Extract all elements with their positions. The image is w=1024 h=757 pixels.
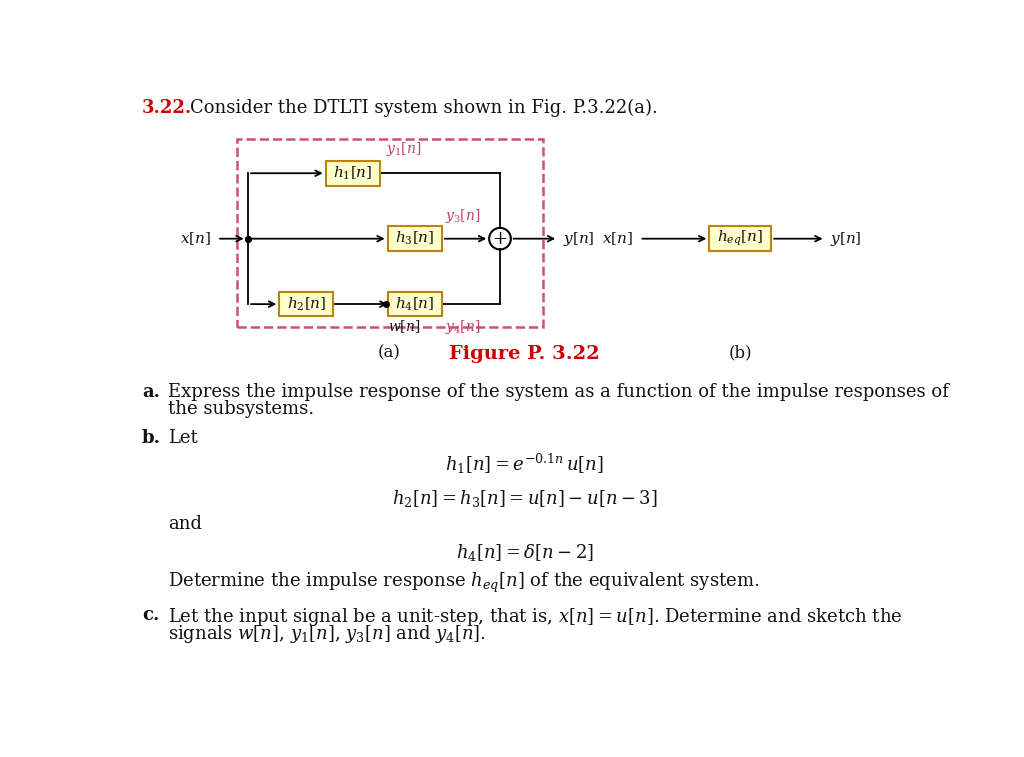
FancyBboxPatch shape bbox=[388, 291, 442, 316]
Text: $x[n]$: $x[n]$ bbox=[602, 230, 633, 247]
Text: $y[n]$: $y[n]$ bbox=[830, 229, 862, 248]
Text: $y[n]$: $y[n]$ bbox=[563, 229, 594, 248]
Text: $x[n]$: $x[n]$ bbox=[180, 230, 211, 247]
Text: $h_1[n] = e^{-0.1n}\, u[n]$: $h_1[n] = e^{-0.1n}\, u[n]$ bbox=[445, 452, 604, 476]
Text: $h_3[n]$: $h_3[n]$ bbox=[395, 230, 434, 248]
Text: $h_2[n] = h_3[n] = u[n] - u[n-3]$: $h_2[n] = h_3[n] = u[n] - u[n-3]$ bbox=[392, 488, 657, 509]
Text: Consider the DTLTI system shown in Fig. P.3.22(a).: Consider the DTLTI system shown in Fig. … bbox=[190, 98, 657, 117]
Text: c.: c. bbox=[142, 606, 160, 624]
Text: Express the impulse response of the system as a function of the impulse response: Express the impulse response of the syst… bbox=[168, 383, 949, 400]
Text: $h_4[n]$: $h_4[n]$ bbox=[395, 295, 434, 313]
Text: Figure P. 3.22: Figure P. 3.22 bbox=[450, 345, 600, 363]
Text: Let the input signal be a unit-step, that is, $x[n] = u[n]$. Determine and sketc: Let the input signal be a unit-step, tha… bbox=[168, 606, 903, 628]
Text: $y_1[n]$: $y_1[n]$ bbox=[386, 140, 422, 157]
Text: b.: b. bbox=[142, 429, 161, 447]
FancyBboxPatch shape bbox=[280, 291, 334, 316]
Text: Determine the impulse response $h_{eq}[n]$ of the equivalent system.: Determine the impulse response $h_{eq}[n… bbox=[168, 571, 760, 595]
Text: (b): (b) bbox=[728, 344, 752, 361]
Bar bbox=[237, 139, 543, 327]
Text: the subsystems.: the subsystems. bbox=[168, 400, 314, 418]
Text: $w[n]$: $w[n]$ bbox=[388, 318, 420, 335]
Text: and: and bbox=[168, 515, 203, 533]
Text: $h_2[n]$: $h_2[n]$ bbox=[287, 295, 326, 313]
Text: $h_1[n]$: $h_1[n]$ bbox=[333, 164, 373, 182]
FancyBboxPatch shape bbox=[326, 161, 380, 185]
Text: (a): (a) bbox=[378, 344, 400, 361]
FancyBboxPatch shape bbox=[388, 226, 442, 251]
Text: $h_4[n] = \delta[n-2]$: $h_4[n] = \delta[n-2]$ bbox=[456, 541, 594, 562]
Text: a.: a. bbox=[142, 383, 160, 400]
FancyBboxPatch shape bbox=[710, 226, 771, 251]
Text: Let: Let bbox=[168, 429, 198, 447]
Text: 3.22.: 3.22. bbox=[142, 98, 193, 117]
Text: $h_{eq}[n]$: $h_{eq}[n]$ bbox=[718, 229, 763, 248]
Text: signals $w[n]$, $y_1[n]$, $y_3[n]$ and $y_4[n]$.: signals $w[n]$, $y_1[n]$, $y_3[n]$ and $… bbox=[168, 623, 486, 645]
Text: $y_4[n]$: $y_4[n]$ bbox=[445, 318, 480, 336]
Text: $y_3[n]$: $y_3[n]$ bbox=[445, 207, 480, 225]
Text: +: + bbox=[493, 229, 508, 248]
